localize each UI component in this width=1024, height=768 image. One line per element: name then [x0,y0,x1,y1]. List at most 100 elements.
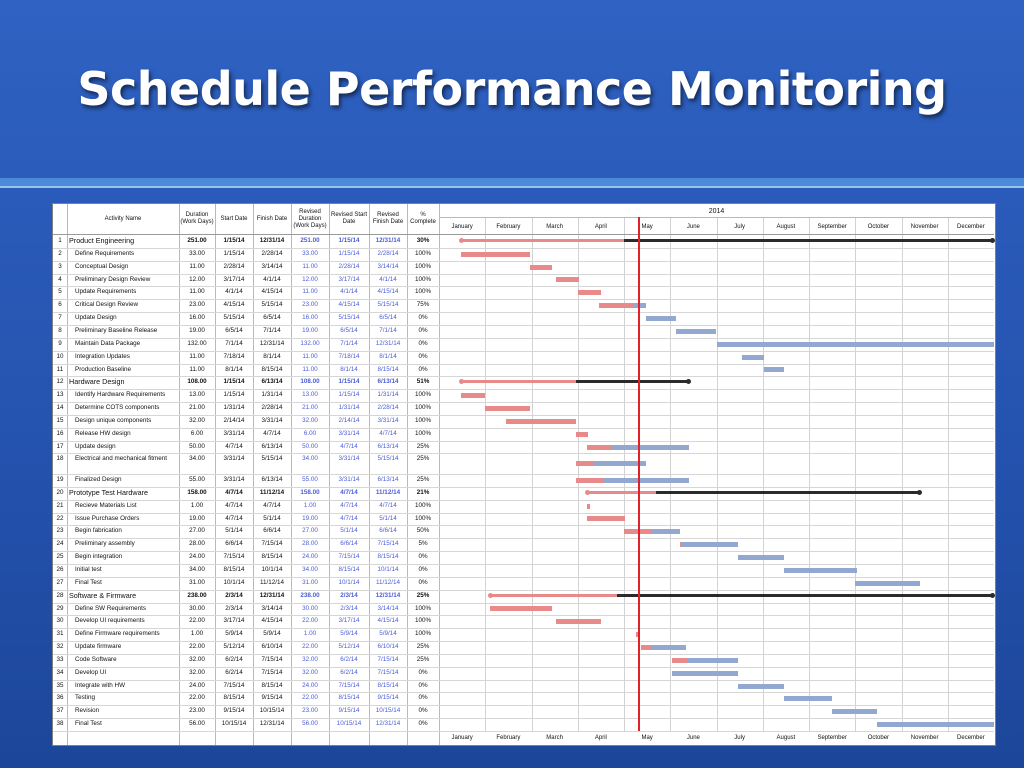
revised-finish: 6/13/14 [377,378,399,386]
header-bottom-border [53,234,994,235]
row-divider [53,499,994,501]
activity-name: Conceptual Design [75,262,129,270]
activity-name: Develop UI [75,668,107,676]
start-date: 7/18/14 [223,352,245,360]
activity-name: Update design [75,442,116,450]
start-date: 2/3/14 [225,591,243,599]
month-footer-february: February [496,735,521,741]
row-divider [53,538,994,540]
start-date: 4/1/14 [225,288,243,296]
percent-complete: 100% [414,630,432,638]
revised-bar [832,709,877,715]
duration: 23.00 [189,707,205,715]
activity-name: Update Requirements [75,288,137,296]
revised-finish: 12/31/14 [375,591,401,599]
activity-name: Software & Firmware [69,590,137,600]
percent-complete: 25% [416,442,430,450]
finish-date: 4/7/14 [263,429,281,437]
revised-duration: 22.00 [302,617,318,625]
revised-duration: 16.00 [302,314,318,322]
finish-date: 5/9/14 [263,630,281,638]
revised-finish: 5/9/14 [379,630,397,638]
revised-duration: 21.00 [302,404,318,412]
percent-complete: 100% [414,429,432,437]
activity-name: Integrate with HW [75,681,126,689]
start-date: 6/5/14 [225,326,243,334]
row-divider [53,299,994,301]
duration: 1.00 [190,630,204,638]
percent-complete: 0% [418,681,428,689]
percent-complete: 0% [418,553,428,561]
duration: 34.00 [189,565,205,573]
finish-date: 9/15/14 [261,694,283,702]
revised-start: 5/15/14 [338,314,360,322]
revised-finish: 8/15/14 [377,365,399,373]
finish-date: 2/28/14 [261,249,283,257]
duration: 32.00 [189,668,205,676]
revised-finish: 11/12/14 [375,578,401,586]
activity-name: Begin integration [75,553,123,561]
revised-bar [741,354,765,360]
activity-name: Develop UI requirements [75,617,145,625]
summary-start-marker [487,592,493,598]
summary-bar [587,490,920,494]
start-date: 3/31/14 [223,429,245,437]
revised-start: 1/31/14 [338,404,360,412]
finish-date: 7/15/14 [261,668,283,676]
row-number: 20 [56,488,64,496]
revised-bar [738,555,785,561]
revised-start: 7/15/14 [338,553,360,561]
revised-duration: 251.00 [300,237,320,244]
progress-bar [636,632,639,638]
row-divider [53,602,994,604]
header-start: Start Date [220,215,248,222]
row-divider [53,666,994,668]
duration: 11.00 [189,365,205,373]
duration: 32.00 [189,655,205,663]
activity-name: Preliminary Design Review [75,275,151,283]
percent-complete: 0% [418,314,428,322]
finish-date: 1/31/14 [261,391,283,399]
summary-end-marker [989,237,995,243]
row-number: 38 [56,720,64,728]
finish-date: 3/31/14 [261,416,283,424]
revised-start: 9/15/14 [338,707,360,715]
row-number: 7 [58,314,62,322]
activity-name: Testing [75,694,95,702]
row-number: 22 [56,514,64,522]
activity-name: Update firmware [75,643,122,651]
percent-complete: 75% [416,301,430,309]
percent-complete: 100% [414,288,432,296]
summary-start-marker [458,237,464,243]
progress-bar [577,290,601,296]
progress-bar [576,461,594,467]
row-number: 18 [56,455,64,463]
month-footer-november: November [910,735,939,741]
revised-duration: 11.00 [302,288,318,296]
row-number: 31 [56,630,64,638]
finish-date: 8/15/14 [261,365,283,373]
start-date: 3/31/14 [223,455,245,463]
percent-complete: 0% [418,720,428,728]
row-number: 35 [56,681,64,689]
start-date: 5/9/14 [225,630,243,638]
activity-name: Define Requirements [75,249,135,257]
revised-duration: 11.00 [302,365,318,373]
duration: 11.00 [189,262,205,270]
month-header-july: July [734,224,745,230]
activity-name: Maintain Data Package [75,339,141,347]
progress-bar [555,277,580,283]
revised-start: 1/15/14 [338,391,360,399]
revised-finish: 6/10/14 [377,643,399,651]
revised-bar [855,580,920,586]
percent-complete: 25% [416,591,430,599]
progress-bar [576,431,589,437]
finish-date: 6/5/14 [263,314,281,322]
row-number: 16 [56,429,64,437]
progress-bar [460,393,486,399]
duration: 1.00 [190,501,204,509]
revised-start: 1/15/14 [338,249,360,257]
percent-complete: 0% [418,352,428,360]
revised-start: 8/15/14 [338,565,360,573]
finish-date: 5/15/14 [261,455,283,463]
